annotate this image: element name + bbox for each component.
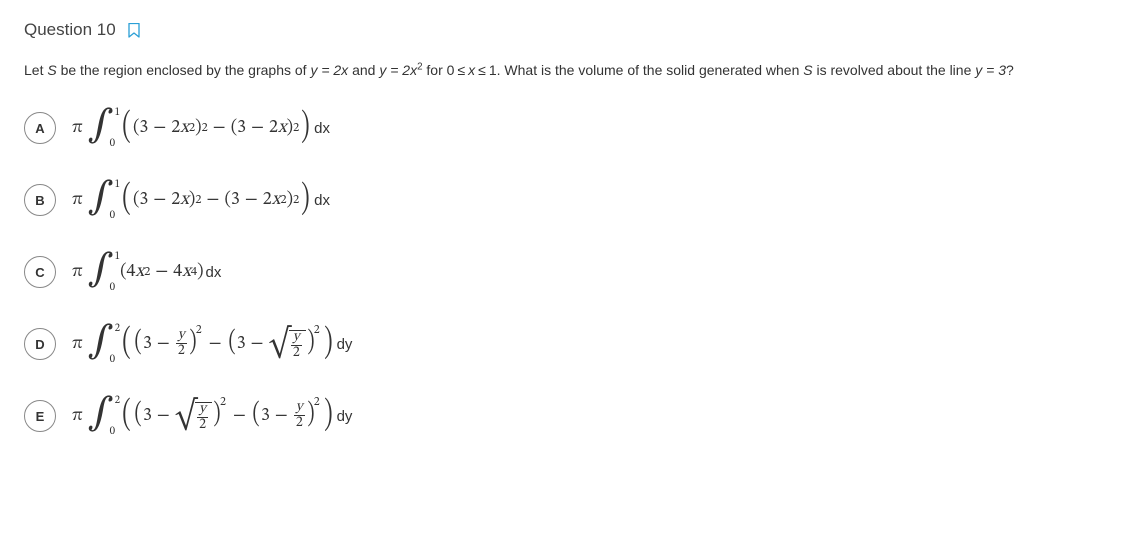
option-a-formula: π ∫ 1 0 ( (3−2x2)2 − (3−2x)2 ) dx	[72, 109, 330, 147]
option-a-radio[interactable]: A	[24, 112, 56, 144]
option-b-formula: π ∫ 1 0 ( (3−2x)2 − (3−2x2)2 ) dx	[72, 181, 330, 219]
option-c: C π ∫ 1 0 (4x2 − 4x4)dx	[24, 253, 1112, 291]
option-d-radio[interactable]: D	[24, 328, 56, 360]
question-prompt: Let S be the region enclosed by the grap…	[24, 60, 1112, 81]
option-e-radio[interactable]: E	[24, 400, 56, 432]
option-b: B π ∫ 1 0 ( (3−2x)2 − (3−2x2)2 ) dx	[24, 181, 1112, 219]
question-number: Question 10	[24, 20, 116, 40]
option-b-radio[interactable]: B	[24, 184, 56, 216]
option-d: D π ∫ 2 0 ( (3− y2 )2 − (3− √y2 )2 ) dy	[24, 325, 1112, 363]
option-e-formula: π ∫ 2 0 ( (3− √y2 )2 − (3− y2 )2 ) dy	[72, 397, 352, 435]
bookmark-icon[interactable]	[128, 23, 140, 38]
option-c-radio[interactable]: C	[24, 256, 56, 288]
option-c-formula: π ∫ 1 0 (4x2 − 4x4)dx	[72, 253, 221, 291]
option-d-formula: π ∫ 2 0 ( (3− y2 )2 − (3− √y2 )2 ) dy	[72, 325, 352, 363]
option-e: E π ∫ 2 0 ( (3− √y2 )2 − (3− y2 )2 ) dy	[24, 397, 1112, 435]
option-a: A π ∫ 1 0 ( (3−2x2)2 − (3−2x)2 ) dx	[24, 109, 1112, 147]
options-list: A π ∫ 1 0 ( (3−2x2)2 − (3−2x)2 ) dx B π …	[24, 109, 1112, 435]
